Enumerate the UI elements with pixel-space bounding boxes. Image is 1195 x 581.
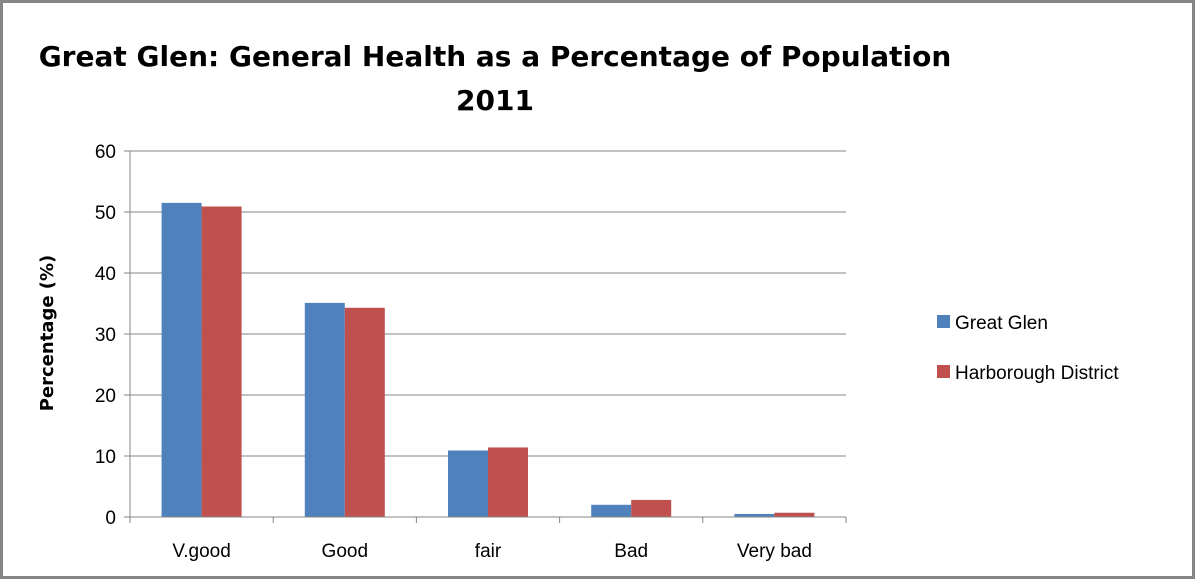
axes [124, 150, 847, 523]
x-tick-labels: V.good Good fair Bad Very bad [172, 541, 812, 562]
bar-harborough-district-0 [201, 206, 242, 517]
bar-great-glen-2 [448, 450, 488, 517]
legend: Great Glen Harborough District [937, 313, 1119, 384]
x-tick-label: Bad [614, 541, 648, 562]
y-tick-label: 40 [95, 264, 116, 285]
bar-chart: Great Glen: General Health as a Percenta… [37, 40, 1119, 562]
bars [161, 202, 815, 517]
legend-swatch-great-glen [937, 315, 950, 328]
gridlines [130, 150, 846, 457]
y-tick-labels: 0 10 20 30 40 50 60 [95, 142, 116, 529]
bar-great-glen-3 [591, 504, 632, 517]
legend-swatch-harborough-district [937, 365, 950, 378]
bar-harborough-district-1 [344, 307, 385, 517]
y-tick-label: 0 [105, 508, 116, 529]
chart-title: Great Glen: General Health as a Percenta… [39, 40, 952, 117]
bar-harborough-district-2 [488, 447, 528, 517]
x-tick-label: V.good [172, 541, 230, 562]
x-tick-label: fair [475, 541, 502, 562]
y-tick-label: 10 [95, 447, 116, 468]
y-tick-label: 50 [95, 203, 116, 224]
bar-great-glen-0 [161, 202, 202, 517]
y-axis-label: Percentage (%) [37, 255, 58, 412]
x-tick-label: Very bad [737, 541, 812, 562]
bar-harborough-district-4 [774, 512, 815, 517]
y-tick-label: 20 [95, 386, 116, 407]
chart-title-line-1: Great Glen: General Health as a Percenta… [39, 40, 952, 73]
bar-great-glen-1 [304, 302, 345, 517]
x-tick-label: Good [322, 541, 368, 562]
chart-title-line-2: 2011 [456, 84, 534, 117]
y-tick-label: 30 [95, 325, 116, 346]
bar-great-glen-4 [734, 513, 775, 517]
y-tick-label: 60 [95, 142, 116, 163]
legend-label: Harborough District [955, 363, 1119, 384]
bar-harborough-district-3 [631, 499, 672, 517]
legend-label: Great Glen [955, 313, 1048, 334]
